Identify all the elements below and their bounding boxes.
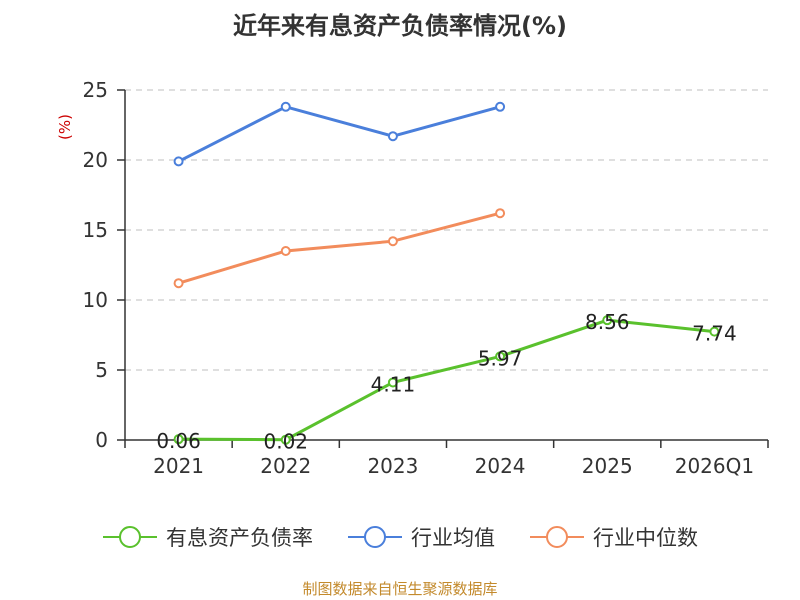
data-point	[387, 377, 398, 388]
series-line	[177, 105, 501, 163]
data-label: 0.02	[263, 430, 308, 454]
legend-line-icon	[103, 526, 157, 548]
data-point	[173, 156, 184, 167]
legend-line-icon	[530, 526, 584, 548]
legend-item[interactable]: 有息资产负债率	[102, 522, 313, 552]
legend-item[interactable]: 行业中位数	[529, 522, 698, 552]
data-point	[173, 434, 184, 445]
data-point	[709, 326, 720, 337]
x-tick-label: 2022	[260, 454, 311, 478]
x-tick-label: 2021	[153, 454, 204, 478]
y-tick-label: 20	[83, 148, 108, 172]
data-point	[495, 101, 506, 112]
data-point	[280, 101, 291, 112]
series-line	[178, 211, 501, 285]
data-point	[495, 208, 506, 219]
x-tick-label: 2023	[367, 454, 418, 478]
y-tick-label: 15	[83, 218, 108, 242]
y-axis-label: (%)	[56, 114, 74, 140]
data-point	[495, 351, 506, 362]
data-point	[387, 236, 398, 247]
source-note: 制图数据来自恒生聚源数据库	[302, 580, 498, 598]
y-tick-label: 0	[95, 428, 108, 452]
data-point	[387, 131, 398, 142]
y-tick-label: 5	[95, 358, 108, 382]
data-label: 0.06	[156, 429, 201, 453]
legend-label: 行业均值	[411, 526, 495, 550]
legend: 有息资产负债率 行业均值 行业中位数	[0, 522, 800, 552]
chart-title: 近年来有息资产负债率情况(%)	[233, 12, 567, 40]
legend-line-icon	[348, 526, 402, 548]
y-tick-label: 10	[83, 288, 108, 312]
data-point	[280, 434, 291, 445]
data-point	[280, 246, 291, 256]
x-tick-label: 2024	[475, 454, 526, 478]
y-tick-label: 25	[83, 78, 108, 102]
data-point	[602, 315, 613, 326]
data-label: 4.11	[371, 372, 416, 396]
data-point	[173, 278, 184, 289]
data-label: 8.56	[585, 310, 630, 334]
x-tick-label: 2026Q1	[675, 454, 754, 478]
x-tick-label: 2025	[582, 454, 633, 478]
data-label: 7.74	[692, 322, 737, 346]
series-line	[178, 318, 715, 442]
legend-item[interactable]: 行业均值	[347, 522, 495, 552]
legend-label: 有息资产负债率	[166, 526, 313, 550]
legend-label: 行业中位数	[593, 526, 698, 550]
data-label: 5.97	[478, 346, 523, 370]
